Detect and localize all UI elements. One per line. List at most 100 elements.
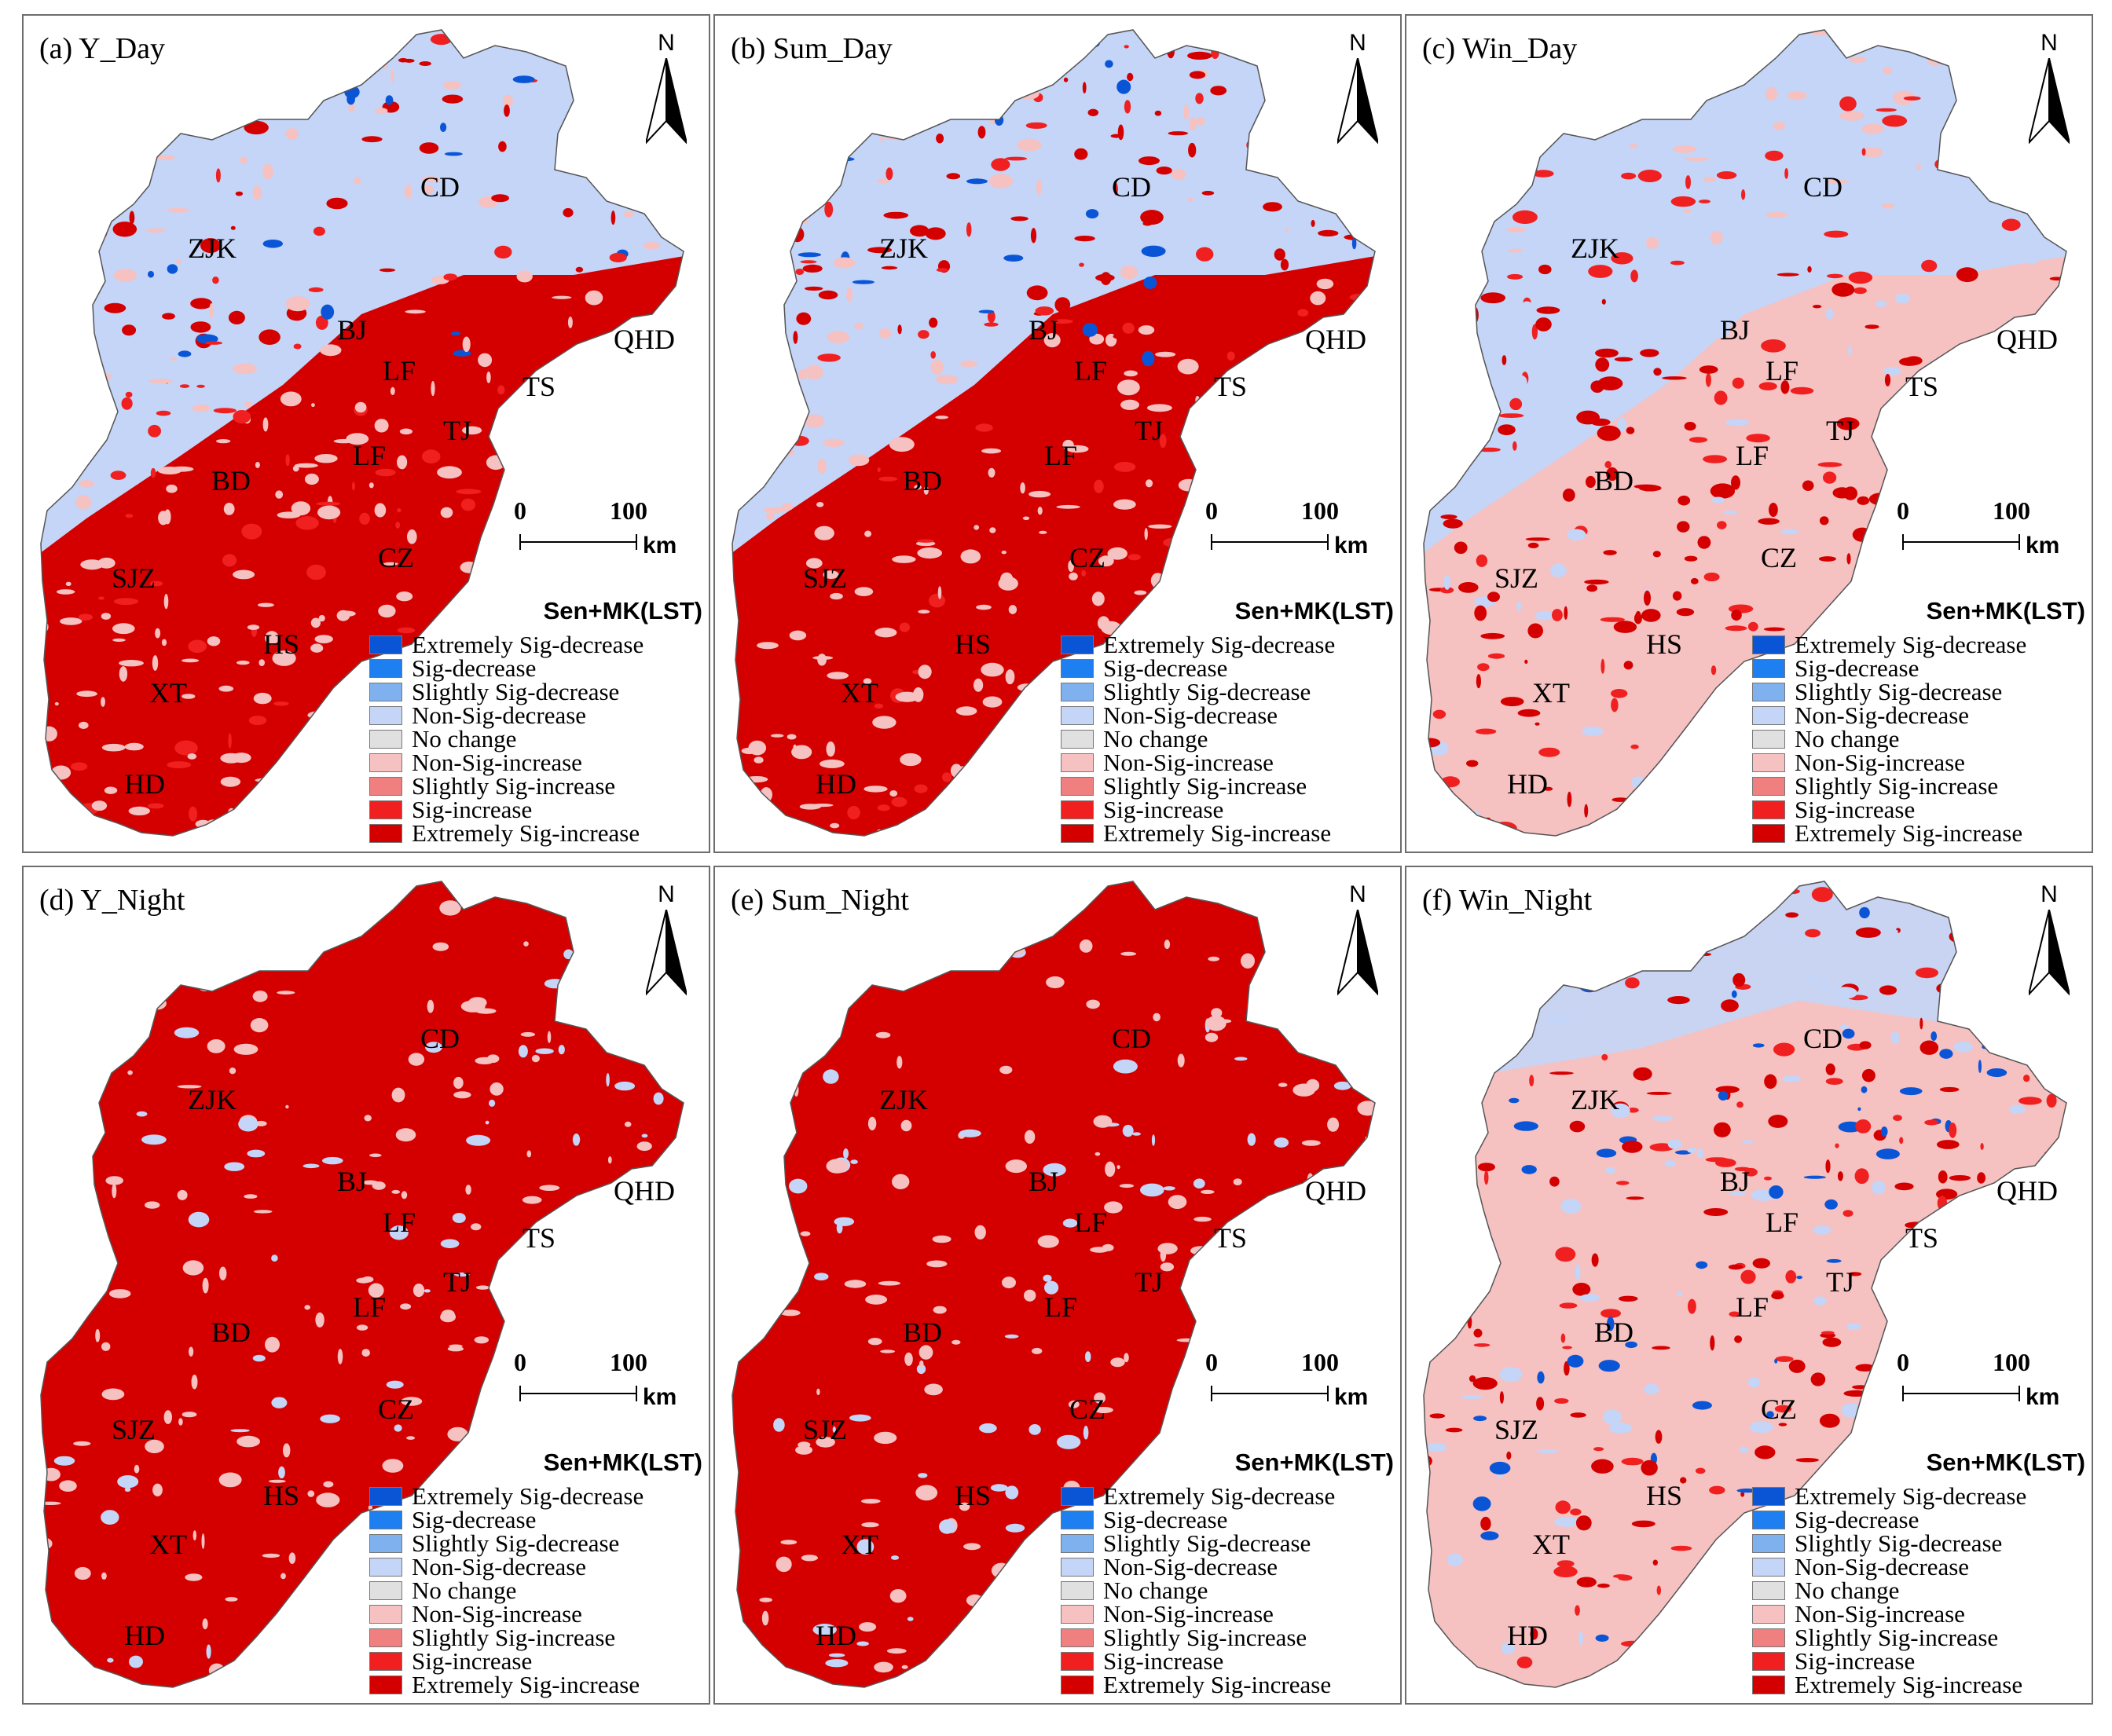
legend-item: Non-Sig-increase (1752, 750, 2090, 775)
legend-item: Non-Sig-decrease (369, 1555, 707, 1579)
map-patch (1667, 996, 1690, 1005)
legend-swatch (369, 683, 402, 701)
map-patch (395, 1128, 416, 1142)
map-patch (759, 1597, 772, 1602)
map-patch (1936, 419, 1948, 434)
map-patch (563, 450, 571, 457)
map-patch (59, 160, 79, 165)
map-patch (932, 1235, 952, 1243)
map-patch (1855, 1364, 1876, 1372)
map-patch (1124, 1353, 1129, 1363)
map-patch (917, 547, 942, 559)
map-patch (883, 211, 909, 219)
map-patch (55, 1090, 76, 1103)
map-patch (623, 211, 634, 218)
map-patch (1725, 419, 1750, 427)
legend-item: Slightly Sig-decrease (369, 1531, 707, 1555)
map-patch (1825, 1159, 1831, 1174)
map-patch (1825, 1078, 1843, 1085)
map-patch (202, 1618, 208, 1630)
map-patch (832, 1426, 836, 1433)
map-patch (2008, 383, 2014, 399)
map-patch (421, 449, 441, 464)
map-patch (1591, 1459, 1614, 1474)
map-patch (175, 259, 182, 265)
map-patch (1316, 278, 1334, 290)
map-patch (856, 1539, 874, 1555)
map-patch (1037, 1235, 1059, 1248)
map-patch (182, 1260, 204, 1276)
map-patch (419, 142, 439, 154)
panel-title: (b) Sum_Day (731, 32, 893, 65)
map-patch (1225, 1422, 1246, 1438)
map-patch (1846, 1323, 1861, 1331)
scale-min-label: 0 (1205, 1348, 1218, 1376)
map-patch (112, 638, 126, 643)
map-patch (936, 268, 948, 273)
legend: Sen+MK(LST) Extremely Sig-decrease Sig-dec… (1752, 1448, 2090, 1697)
map-patch (1003, 255, 1024, 262)
map-patch (1509, 397, 1523, 411)
map-patch (1803, 1175, 1826, 1179)
legend-label: Non-Sig-decrease (1795, 1553, 1970, 1580)
map-patch (775, 104, 797, 115)
map-patch (1640, 349, 1659, 357)
city-label: QHD (614, 1175, 675, 1207)
map-patch (236, 51, 248, 68)
map-patch (976, 604, 992, 610)
map-patch (279, 59, 303, 68)
map-patch (939, 1519, 955, 1534)
map-panel: (f) Win_Night CD ZJK BJ QHD LF TS TJ LF BD CZ SJZ HS… (1405, 866, 2093, 1705)
map-patch (567, 317, 573, 328)
map-patch (88, 411, 112, 418)
legend-item: Extremely Sig-increase (1061, 1672, 1399, 1697)
map-patch (450, 331, 461, 335)
map-patch (1155, 351, 1176, 357)
map-patch (1649, 937, 1659, 945)
map-northern-region (732, 30, 1375, 566)
city-label: TJ (1135, 1266, 1163, 1298)
map-patch (1054, 297, 1071, 313)
legend-item: Slightly Sig-increase (1061, 774, 1399, 798)
map-patch (1807, 266, 1812, 273)
legend-swatch (369, 1628, 402, 1647)
map-patch (1901, 229, 1908, 243)
map-patch (1876, 30, 1901, 44)
map-patch (101, 1510, 119, 1525)
map-patch (478, 353, 493, 368)
map-patch (1453, 352, 1461, 361)
map-patch (739, 1152, 764, 1165)
map-patch (937, 375, 944, 381)
map-patch (486, 455, 506, 471)
map-patch (900, 1119, 912, 1132)
map-patch (1710, 665, 1717, 676)
legend-item: Extremely Sig-increase (1752, 821, 2090, 845)
map-patch (300, 735, 304, 747)
map-patch (1553, 1566, 1578, 1578)
map-patch (2033, 1067, 2047, 1073)
map-patch (1688, 437, 1708, 443)
map-patch (904, 104, 930, 115)
map-patch (992, 949, 1018, 957)
map-patch (329, 701, 339, 705)
map-patch (252, 1354, 266, 1362)
map-patch (1597, 1583, 1610, 1588)
map-patch (277, 511, 301, 518)
map-patch (1349, 580, 1373, 596)
map-patch (1331, 1269, 1336, 1276)
map-patch (41, 1116, 49, 1124)
map-patch (200, 238, 221, 254)
map-patch (918, 330, 930, 339)
map-patch (1827, 273, 1843, 279)
map-patch (1842, 1028, 1855, 1039)
map-patch (230, 225, 236, 230)
scale-min-label: 0 (514, 496, 526, 525)
map-patch (321, 30, 330, 38)
map-patch (1595, 357, 1610, 372)
map-patch (397, 508, 402, 513)
legend-label: Sig-decrease (1103, 1506, 1228, 1533)
map-patch (974, 525, 980, 530)
map-patch (816, 148, 841, 163)
map-patch (1454, 541, 1468, 555)
map-patch (167, 264, 178, 274)
